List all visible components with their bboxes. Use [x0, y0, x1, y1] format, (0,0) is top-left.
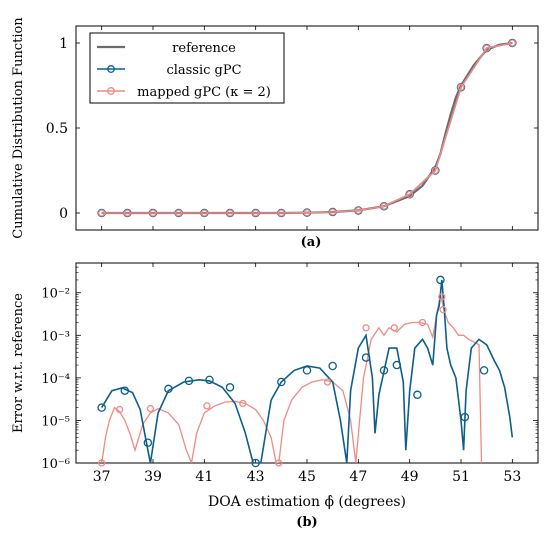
panel-label-b: (b) — [296, 515, 317, 530]
cdf-marker — [303, 209, 311, 217]
cdf-ytick-label: 0 — [59, 206, 68, 222]
cdf-ticks: 00.51 — [46, 26, 538, 230]
cdf-marker — [431, 166, 439, 175]
cdf-marker — [483, 44, 491, 52]
cdf-ytick-label: 1 — [59, 36, 68, 52]
panel-label-a: (a) — [301, 235, 322, 250]
error-marker — [146, 404, 155, 413]
cdf-marker — [98, 209, 106, 217]
cdf-ylabel: Cumulative Distribution Function — [11, 17, 26, 239]
error-xtick-label: 49 — [401, 469, 419, 485]
error-marker — [98, 459, 106, 467]
error-ylabel: Error w.r.t. reference — [11, 293, 26, 433]
cdf-marker — [406, 190, 414, 198]
cdf-marker — [175, 209, 183, 217]
legend: reference classic gPC mapped gPC (κ = 2) — [89, 32, 285, 104]
error-marker — [392, 360, 402, 370]
cdf-line-2 — [101, 42, 513, 214]
error-panel: 37 39 41 43 45 47 49 51 53 10⁻⁶ 10⁻⁵ 10⁻⁴ 10⁻³ 10⁻² E… — [11, 262, 539, 530]
legend-marker — [107, 65, 115, 73]
error-marker — [460, 412, 470, 422]
error-marker — [251, 458, 260, 468]
error-marker — [120, 386, 130, 395]
error-ytick-label: 10⁻⁵ — [41, 414, 70, 429]
error-marker — [277, 377, 286, 387]
error-marker — [413, 390, 422, 400]
error-marker — [97, 403, 106, 412]
error-marker — [361, 353, 371, 362]
error-marker — [225, 383, 235, 392]
error-ytick-label: 10⁻² — [41, 287, 70, 302]
error-xtick-label: 45 — [298, 469, 316, 485]
cdf-ytick-label: 0.5 — [46, 121, 68, 137]
error-xtick-label: 47 — [349, 469, 367, 485]
xaxis-label: DOA estimation ϕ̂ (degrees) — [208, 494, 406, 510]
error-marker — [439, 306, 447, 314]
error-marker — [379, 366, 389, 375]
legend-label: reference — [172, 41, 236, 56]
error-marker — [328, 361, 337, 371]
error-ticks: 37 39 41 43 45 47 49 51 53 10⁻⁶ 10⁻⁵ 10⁻⁴ 10⁻³ 10⁻² — [41, 262, 538, 485]
error-marker — [479, 366, 489, 375]
cdf-marker — [508, 39, 516, 47]
error-marker — [302, 366, 312, 375]
error-xtick-label: 39 — [144, 469, 162, 485]
cdf-marker — [252, 209, 260, 217]
error-marker — [205, 375, 214, 385]
error-marker — [390, 324, 398, 332]
cdf-series — [97, 38, 517, 218]
error-line-0 — [101, 279, 514, 463]
cdf-marker — [457, 83, 465, 91]
legend-marker — [107, 87, 115, 95]
legend-label: classic gPC — [166, 63, 241, 78]
error-xtick-label: 43 — [247, 469, 265, 485]
cdf-marker — [329, 208, 337, 216]
error-marker — [275, 459, 283, 467]
error-ytick-label: 10⁻⁴ — [41, 372, 70, 387]
cdf-marker — [123, 209, 131, 217]
cdf-marker — [354, 206, 362, 215]
error-marker — [164, 384, 173, 394]
legend-label: mapped gPC (κ = 2) — [137, 85, 271, 100]
error-xtick-label: 51 — [452, 469, 470, 485]
error-xtick-label: 37 — [93, 469, 111, 485]
error-xtick-label: 41 — [195, 469, 213, 485]
cdf-marker — [277, 209, 285, 217]
cdf-panel: 00.51 Cumulative Distribution Function (… — [11, 17, 539, 250]
cdf-marker — [200, 209, 208, 217]
error-xtick-label: 53 — [503, 469, 521, 485]
error-ytick-label: 10⁻⁶ — [41, 457, 70, 472]
error-series — [97, 275, 514, 468]
error-marker — [323, 378, 332, 386]
error-marker — [143, 438, 153, 447]
error-line-1 — [101, 294, 483, 463]
error-marker — [239, 399, 247, 408]
error-marker — [436, 275, 445, 285]
cdf-marker — [149, 209, 157, 217]
cdf-marker — [226, 209, 234, 217]
error-marker — [438, 293, 446, 301]
error-marker — [362, 324, 370, 332]
error-marker — [418, 318, 427, 327]
error-ytick-label: 10⁻³ — [41, 329, 70, 344]
error-marker — [115, 405, 124, 414]
error-marker — [184, 376, 194, 386]
error-marker — [203, 402, 211, 410]
cdf-marker — [380, 202, 388, 210]
